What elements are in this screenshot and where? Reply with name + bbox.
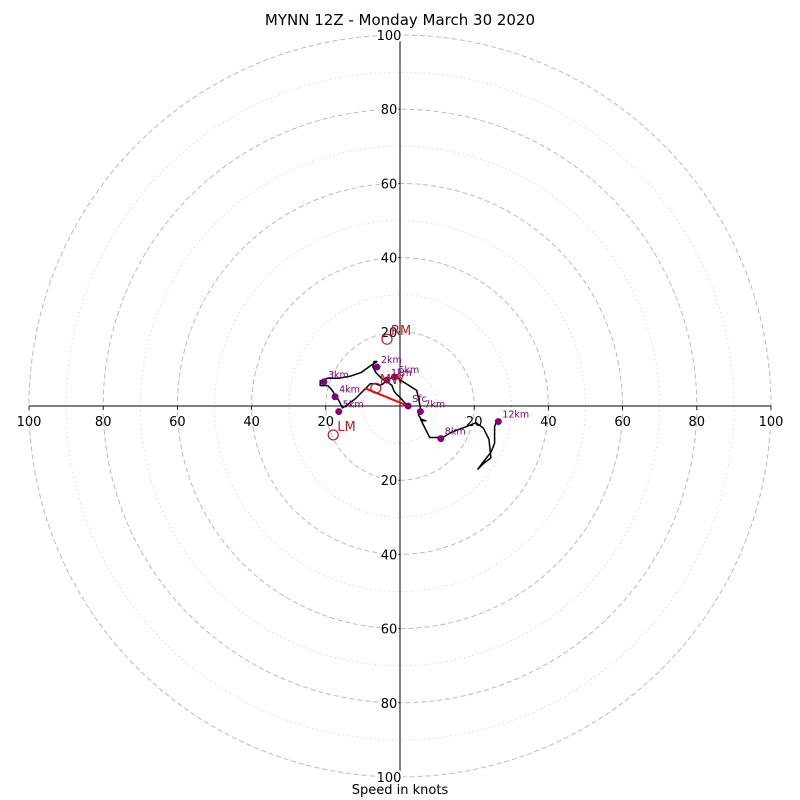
y-tick-label: 60 <box>381 177 398 192</box>
x-tick-label: 100 <box>17 415 42 430</box>
x-axis-label: Speed in knots <box>351 783 449 798</box>
y-tick-label: 40 <box>381 252 398 267</box>
storm-motion-label: LM <box>337 420 355 435</box>
height-marker <box>335 408 343 416</box>
height-marker <box>320 378 328 386</box>
y-tick-label: 20 <box>381 326 398 341</box>
height-marker <box>331 393 339 401</box>
storm-motion-markers: RM LM MW <box>327 324 411 441</box>
height-markers: Sfc 1km 2km 3km 4km 5km 6km 7km 8km 12km <box>320 355 529 443</box>
hodograph-trace <box>319 360 501 470</box>
x-tick-label: 40 <box>540 415 557 430</box>
x-tick-label: 60 <box>169 415 186 430</box>
y-tick-label: 80 <box>381 697 398 712</box>
height-marker-label: 2km <box>381 355 402 366</box>
y-tick-label: 60 <box>381 623 398 638</box>
storm-motion-label: RM <box>391 324 411 339</box>
height-marker-label: 8km <box>445 427 466 438</box>
height-marker-label: 4km <box>339 385 360 396</box>
hodograph-line <box>319 360 501 470</box>
y-tick-label: 40 <box>381 548 398 563</box>
storm-motion-marker <box>327 429 339 441</box>
height-marker-label: 12km <box>502 410 529 421</box>
height-marker-label: 3km <box>328 370 349 381</box>
y-tick-label: 100 <box>377 29 402 44</box>
height-marker <box>494 418 502 426</box>
height-marker <box>404 402 412 410</box>
tick-labels: 100 80 60 40 20 20 40 60 80 100 100 80 60 40 20 20 40 60 8… <box>17 27 784 788</box>
chart-title: MYNN 12Z - Monday March 30 2020 <box>264 11 536 29</box>
height-marker-label: Sfc <box>412 394 427 405</box>
height-marker-label: 1km <box>391 368 412 379</box>
x-tick-label: 100 <box>759 415 784 430</box>
y-tick-label: 80 <box>381 103 398 118</box>
height-marker <box>416 408 424 416</box>
x-tick-label: 20 <box>318 415 335 430</box>
x-tick-label: 80 <box>95 415 112 430</box>
height-marker-label: 6km <box>398 365 419 376</box>
height-marker <box>437 435 445 443</box>
x-tick-label: 60 <box>614 415 631 430</box>
height-marker <box>390 373 398 381</box>
height-marker <box>383 376 391 384</box>
x-tick-label: 20 <box>466 415 483 430</box>
height-marker <box>373 363 381 371</box>
y-tick-label: 100 <box>377 771 402 786</box>
x-tick-label: 40 <box>243 415 260 430</box>
storm-motion-marker <box>381 333 393 345</box>
storm-motion-label: MW <box>380 373 404 388</box>
height-marker-label: 5km <box>343 400 364 411</box>
y-tick-label: 20 <box>381 474 398 489</box>
height-marker-label: 7km <box>424 400 445 411</box>
x-tick-label: 80 <box>689 415 706 430</box>
storm-motion-marker <box>370 382 382 394</box>
